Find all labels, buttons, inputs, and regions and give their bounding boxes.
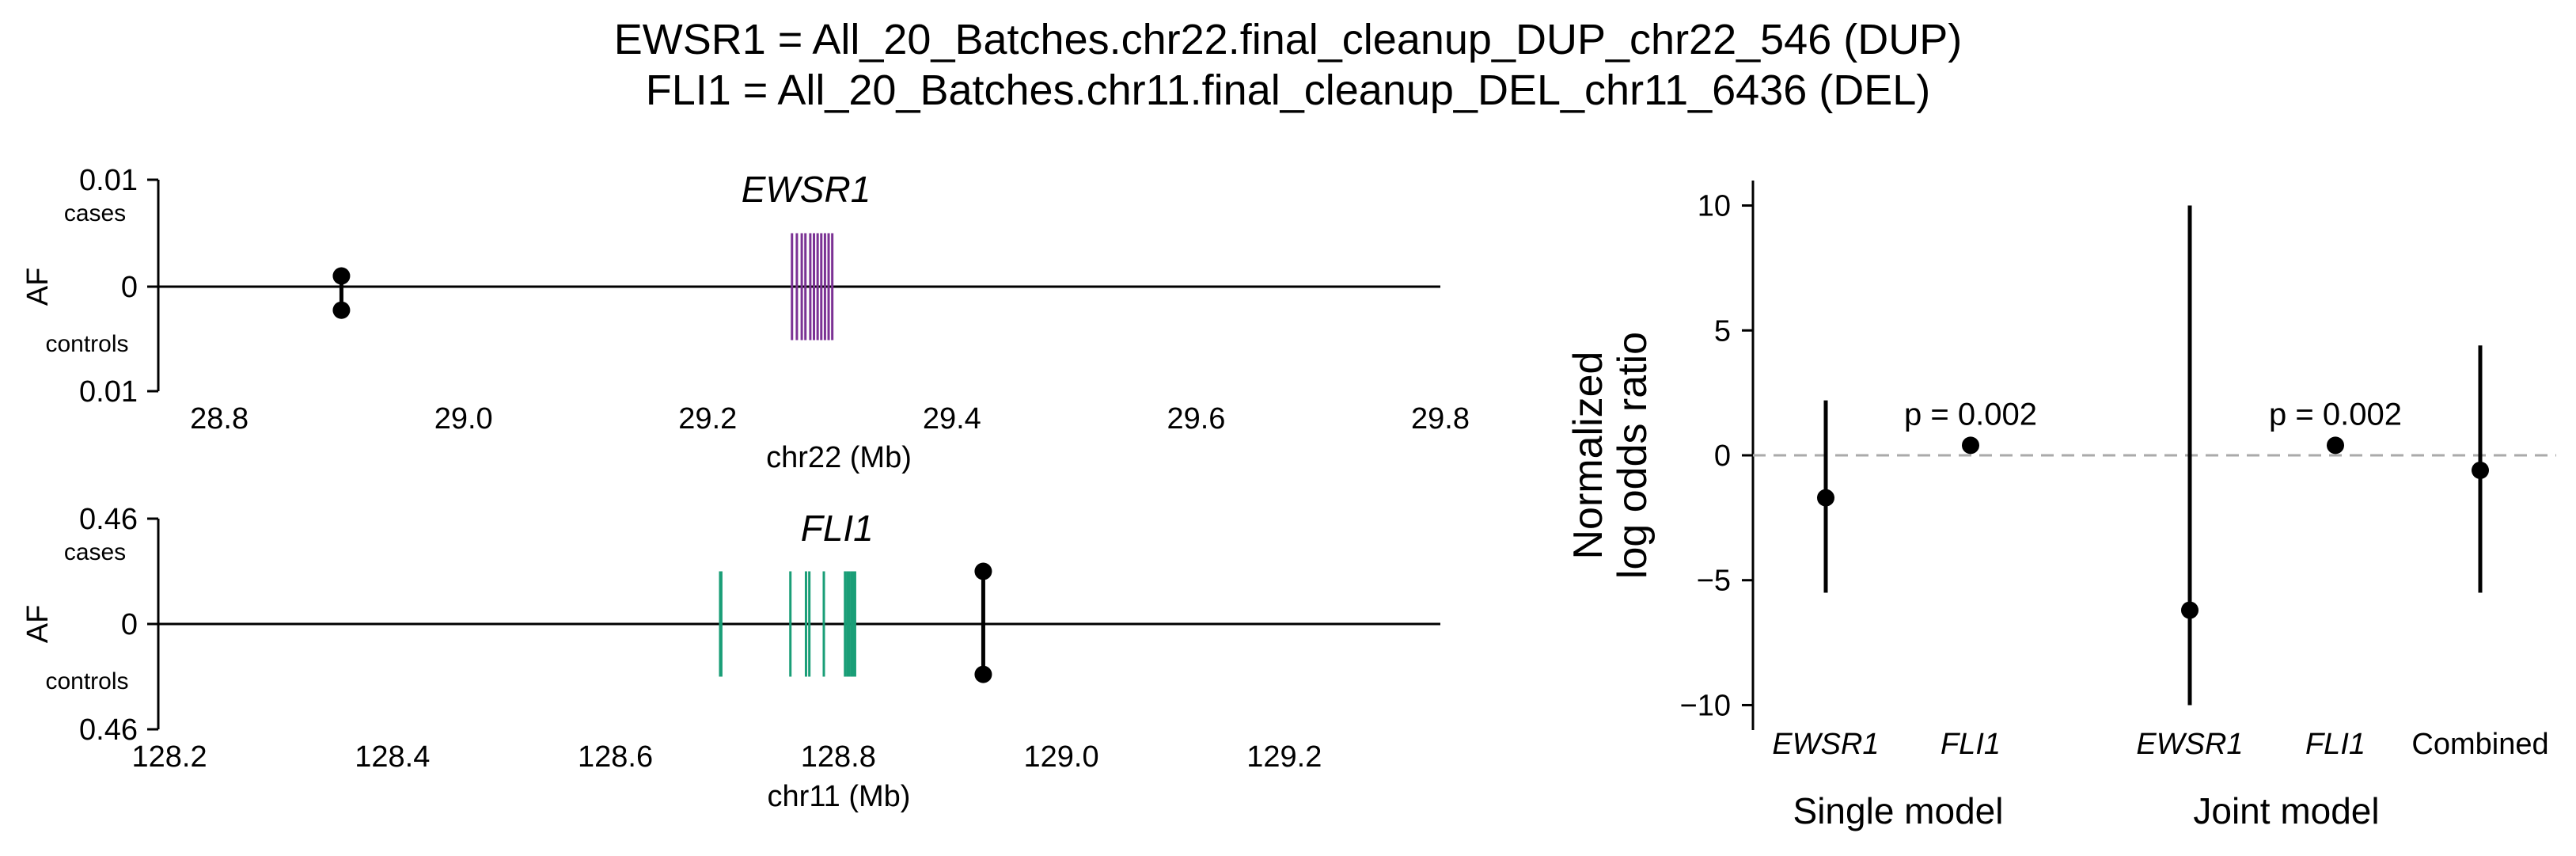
controls-label: controls <box>45 668 128 694</box>
cases-label: cases <box>64 539 126 565</box>
x-tick-label: 28.8 <box>190 402 248 436</box>
y-tick-label: 0.46 <box>79 713 138 747</box>
variant-cases-point <box>332 267 351 285</box>
y-axis-label-line-1: Normalized <box>1565 352 1611 560</box>
y-tick-label: −10 <box>1680 689 1731 722</box>
p-value-label: p = 0.002 <box>2269 397 2402 432</box>
y-tick-label: 10 <box>1698 190 1731 223</box>
x-tick-label: EWSR1 <box>1772 728 1879 761</box>
x-tick-label: 29.8 <box>1411 402 1470 436</box>
y-tick-label: −5 <box>1697 565 1731 598</box>
odds-point <box>1817 489 1834 507</box>
y-tick-label: 0 <box>121 608 138 641</box>
x-tick-label: 128.6 <box>578 740 653 774</box>
title-line-1: EWSR1 = All_20_Batches.chr22.final_clean… <box>613 16 1963 63</box>
cases-label: cases <box>64 200 126 226</box>
x-tick-label: 29.0 <box>434 402 493 436</box>
x-tick-label: 128.4 <box>355 740 430 774</box>
x-tick-label: EWSR1 <box>2136 728 2243 761</box>
x-tick-label: 129.2 <box>1246 740 1322 774</box>
y-axis-label: AF <box>21 605 55 644</box>
variant-controls-point <box>974 665 992 683</box>
x-tick-label: 128.2 <box>132 740 207 774</box>
y-tick-label: 0 <box>121 271 138 304</box>
y-tick-label: 0.01 <box>79 375 138 409</box>
y-tick-label: 0 <box>1714 439 1731 473</box>
y-axis-label-line-2: log odds ratio <box>1610 332 1656 579</box>
x-tick-label: 29.4 <box>923 402 981 436</box>
x-axis-label: chr22 (Mb) <box>766 441 912 474</box>
y-tick-label: 0.46 <box>79 503 138 536</box>
odds-point <box>2181 601 2199 619</box>
controls-label: controls <box>45 331 128 357</box>
chart-title: EWSR1 = All_20_Batches.chr22.final_clean… <box>0 14 2576 116</box>
x-tick-label: 128.8 <box>801 740 876 774</box>
y-tick-label: 0.01 <box>79 164 138 197</box>
locus-panel-fli1: 0.46 0 0.46 cases controls AF FLI1 128.2 128.4 12… <box>21 503 1440 813</box>
x-tick-label: FLI1 <box>2305 728 2365 761</box>
gene-label: EWSR1 <box>742 169 871 210</box>
group-label-joint: Joint model <box>2193 790 2379 831</box>
odds-point <box>2327 436 2344 455</box>
x-tick-label: 129.0 <box>1023 740 1098 774</box>
title-line-2: FLI1 = All_20_Batches.chr11.final_cleanu… <box>645 67 1931 114</box>
variant-cases-point <box>974 562 992 580</box>
y-tick-label: 5 <box>1714 314 1731 348</box>
x-tick-label: FLI1 <box>1941 728 2001 761</box>
x-tick-label: Combined <box>2411 728 2548 761</box>
variant-controls-point <box>332 301 351 319</box>
odds-point <box>2472 461 2489 479</box>
p-value-label: p = 0.002 <box>1904 397 2037 432</box>
gene-label: FLI1 <box>801 508 874 549</box>
y-axis-label: AF <box>21 268 55 306</box>
odds-point <box>1962 436 1979 455</box>
x-axis-label: chr11 (Mb) <box>768 780 911 813</box>
locus-panel-ewsr1: 0.01 0 0.01 cases controls AF EWSR1 28.8 29.0 29.… <box>21 164 1470 474</box>
x-tick-label: 29.2 <box>678 402 737 436</box>
x-tick-label: 29.6 <box>1167 402 1225 436</box>
group-label-single: Single model <box>1793 790 2004 831</box>
